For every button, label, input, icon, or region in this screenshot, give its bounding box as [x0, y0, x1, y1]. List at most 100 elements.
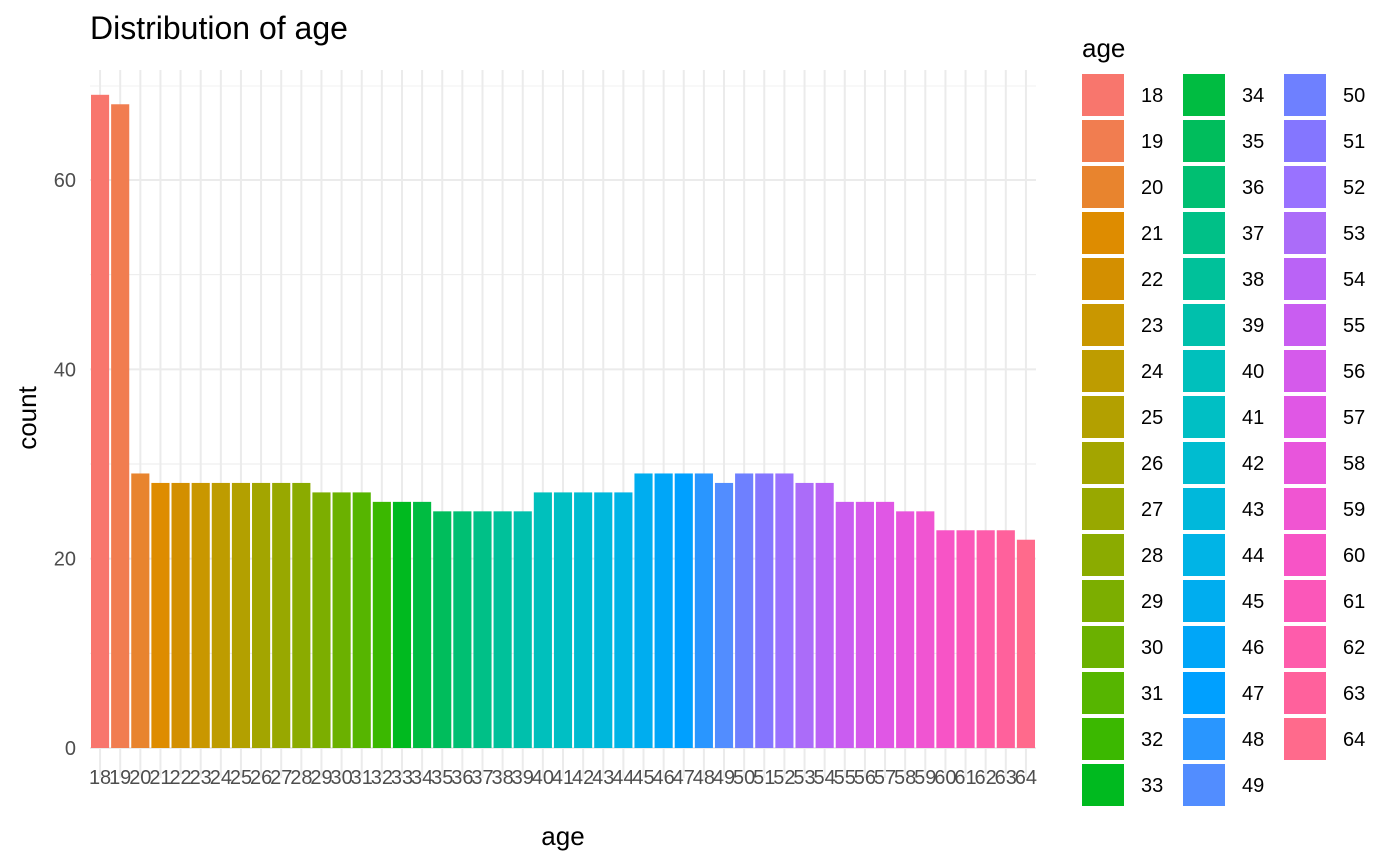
x-tick-label: 19	[109, 767, 131, 789]
legend-label: 38	[1242, 269, 1264, 291]
chart-title: Distribution of age	[90, 10, 348, 46]
x-tick-label: 42	[572, 767, 594, 789]
legend-key	[1183, 304, 1225, 346]
legend-label: 50	[1343, 85, 1365, 107]
legend-item: 27	[1082, 488, 1163, 530]
bar-26	[252, 482, 271, 748]
bar-44	[614, 492, 633, 748]
legend-key	[1082, 258, 1124, 300]
bar-61	[956, 530, 975, 748]
x-tick-label: 46	[653, 767, 675, 789]
legend-key	[1284, 166, 1326, 208]
legend-item: 50	[1284, 74, 1365, 116]
legend-key	[1183, 626, 1225, 668]
bar-32	[372, 501, 391, 748]
legend-item: 34	[1183, 74, 1264, 116]
legend-item: 55	[1284, 304, 1365, 346]
x-tick-label: 34	[411, 767, 433, 789]
y-axis-ticks: 0 20 40 60	[54, 170, 76, 760]
legend-key	[1082, 396, 1124, 438]
x-tick-label: 45	[632, 767, 654, 789]
legend-item: 48	[1183, 718, 1264, 760]
x-tick-label: 58	[894, 767, 916, 789]
bar-39	[513, 511, 532, 748]
legend-item: 41	[1183, 396, 1264, 438]
bar-54	[815, 482, 834, 748]
y-tick-label: 20	[54, 549, 76, 571]
legend-key	[1284, 120, 1326, 162]
bar-60	[936, 530, 955, 748]
legend-item: 61	[1284, 580, 1365, 622]
legend-label: 37	[1242, 223, 1264, 245]
legend-label: 25	[1141, 407, 1163, 429]
bar-58	[896, 511, 915, 748]
bars	[91, 94, 1035, 749]
bar-41	[553, 492, 573, 748]
x-tick-label: 25	[230, 767, 252, 789]
x-tick-label: 47	[673, 767, 695, 789]
bar-64	[1016, 539, 1035, 748]
legend-key	[1082, 120, 1124, 162]
bar-51	[755, 473, 774, 748]
legend-label: 61	[1343, 591, 1365, 613]
legend-key	[1183, 718, 1225, 760]
legend-label: 32	[1141, 729, 1163, 751]
legend-label: 46	[1242, 637, 1264, 659]
x-tick-label: 53	[793, 767, 815, 789]
legend-item: 22	[1082, 258, 1163, 300]
legend-key	[1082, 304, 1124, 346]
x-tick-label: 50	[733, 767, 755, 789]
legend-label: 44	[1242, 545, 1264, 567]
legend-item: 30	[1082, 626, 1163, 668]
legend-label: 52	[1343, 177, 1365, 199]
x-tick-label: 55	[834, 767, 856, 789]
bar-19	[111, 104, 130, 749]
legend-label: 29	[1141, 591, 1163, 613]
legend-key	[1183, 212, 1225, 254]
bar-46	[654, 473, 673, 748]
legend-item: 18	[1082, 74, 1163, 116]
legend-key	[1082, 718, 1124, 760]
bar-22	[171, 482, 190, 748]
legend-label: 43	[1242, 499, 1264, 521]
y-axis-label: count	[12, 385, 42, 449]
x-tick-label: 26	[250, 767, 272, 789]
legend-item: 59	[1284, 488, 1365, 530]
bar-23	[191, 482, 210, 748]
legend-label: 58	[1343, 453, 1365, 475]
legend-item: 33	[1082, 764, 1163, 806]
legend-label: 22	[1141, 269, 1163, 291]
bar-52	[775, 473, 794, 748]
legend-label: 63	[1343, 683, 1365, 705]
x-tick-label: 39	[512, 767, 534, 789]
bar-50	[735, 473, 754, 748]
legend-key	[1082, 580, 1124, 622]
legend-key	[1183, 350, 1225, 392]
legend-key	[1183, 764, 1225, 806]
legend-item: 21	[1082, 212, 1163, 254]
x-tick-label: 29	[310, 767, 332, 789]
bar-55	[835, 501, 854, 748]
legend-item: 44	[1183, 534, 1264, 576]
x-tick-label: 51	[753, 767, 775, 789]
legend-key	[1082, 442, 1124, 484]
y-tick-label: 0	[65, 738, 76, 760]
legend-key	[1284, 672, 1326, 714]
bar-24	[211, 482, 230, 748]
legend-item: 36	[1183, 166, 1264, 208]
legend-item: 60	[1284, 534, 1365, 576]
legend-item: 56	[1284, 350, 1365, 392]
legend-item: 28	[1082, 534, 1163, 576]
x-tick-label: 31	[351, 767, 373, 789]
x-tick-label: 35	[431, 767, 453, 789]
bar-48	[694, 473, 713, 748]
bar-49	[714, 482, 734, 748]
x-tick-label: 52	[773, 767, 795, 789]
legend-key	[1183, 488, 1225, 530]
legend-label: 35	[1242, 131, 1264, 153]
legend-key	[1183, 580, 1225, 622]
x-tick-label: 61	[954, 767, 976, 789]
legend-item: 54	[1284, 258, 1365, 300]
legend-item: 64	[1284, 718, 1365, 760]
legend-key	[1183, 120, 1225, 162]
